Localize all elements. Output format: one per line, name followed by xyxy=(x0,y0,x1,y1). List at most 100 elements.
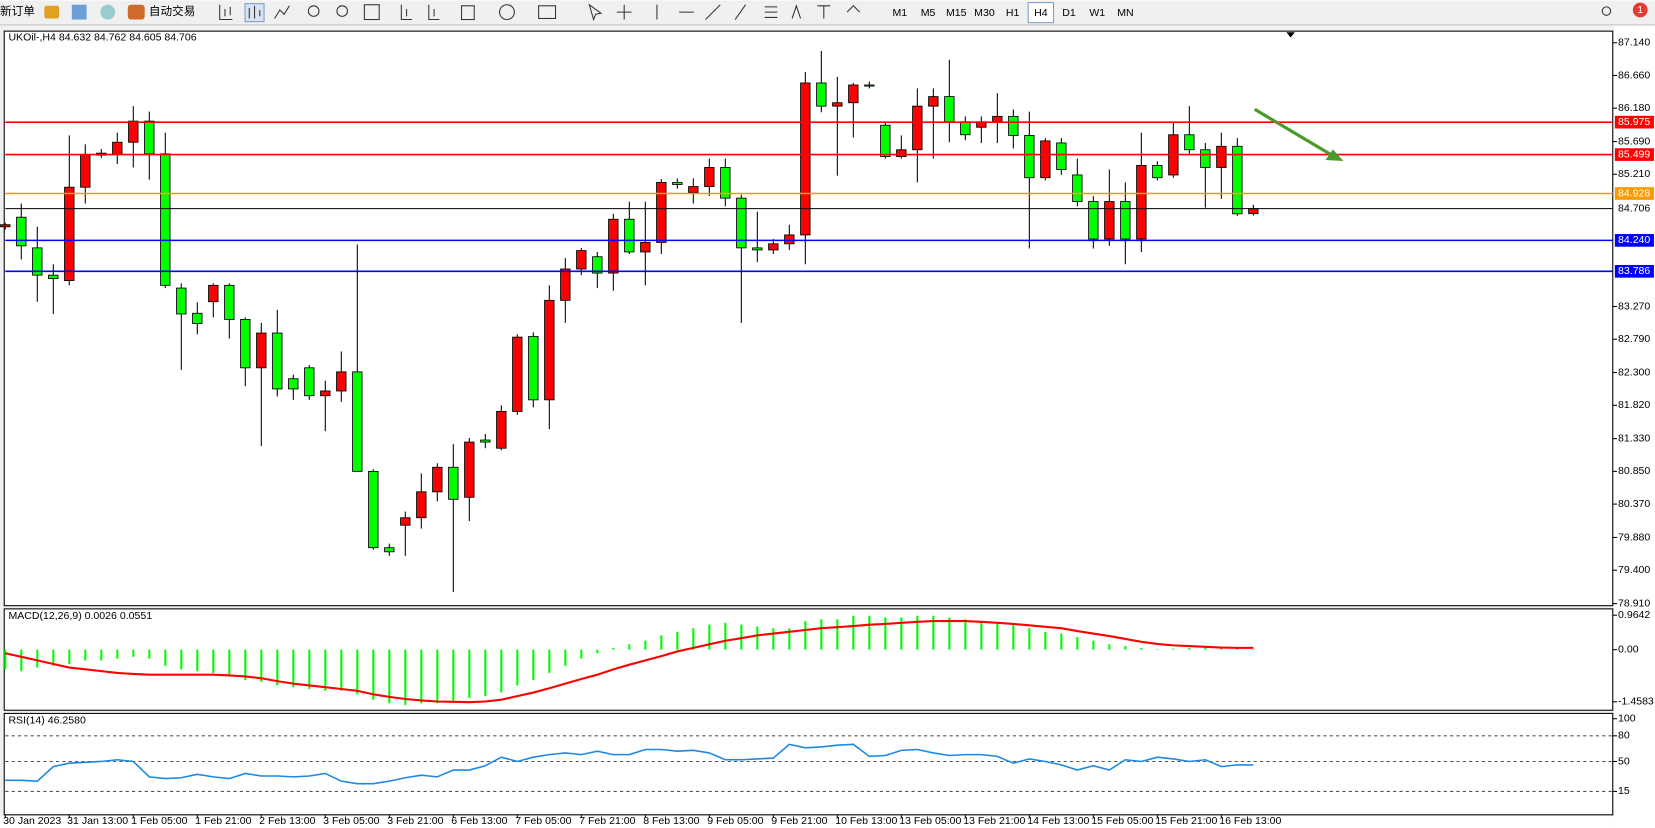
plot: 87.140 86.660 86.180 85.690 85.210 83.270 82.7… xyxy=(0,37,1654,827)
timeframe-button[interactable]: H4 xyxy=(1034,7,1048,19)
price-flag-label: 85.499 xyxy=(1618,148,1650,160)
icon[interactable] xyxy=(656,4,778,20)
candle-body xyxy=(896,149,907,157)
candle-body xyxy=(1056,142,1067,170)
icon[interactable] xyxy=(336,5,349,17)
price-flag xyxy=(1614,264,1654,278)
icon[interactable] xyxy=(71,4,87,20)
x-tick-label: 9 Feb 21:00 xyxy=(771,815,827,827)
icon[interactable] xyxy=(461,5,475,21)
icon[interactable] xyxy=(400,4,412,21)
price-flag-label: 84.706 xyxy=(1618,202,1650,214)
icon[interactable] xyxy=(1601,6,1612,16)
timeframes: M1 M5 M15 M30 H1 H4 D1 W1 MN xyxy=(893,2,1134,24)
y-tick-label: 86.180 xyxy=(1618,102,1650,114)
candle-body xyxy=(1008,115,1019,136)
arrow-head xyxy=(1325,149,1344,162)
candle-body xyxy=(32,247,43,276)
timeframe-button[interactable]: M1 xyxy=(893,7,908,19)
timeframe-button[interactable]: M30 xyxy=(974,7,995,19)
y-tick-label: 0.00 xyxy=(1618,643,1639,655)
new-order[interactable]: 新订单 xyxy=(0,4,35,18)
candle-body xyxy=(1184,134,1195,151)
shift-marker xyxy=(1286,32,1295,38)
y-tick-label: 87.140 xyxy=(1618,37,1650,49)
x-tick-label: 15 Feb 05:00 xyxy=(1091,815,1153,827)
candle-body xyxy=(992,115,1003,123)
chart-title: UKOil-,H4 84.632 84.762 84.605 84.706 xyxy=(8,31,196,43)
y-tick-label: 78.910 xyxy=(1618,597,1650,609)
icon[interactable] xyxy=(274,5,290,19)
timeframe-button[interactable]: M15 xyxy=(946,7,967,19)
candle-body xyxy=(400,517,411,526)
icon[interactable] xyxy=(538,5,557,19)
candle-body xyxy=(784,234,795,245)
candle-body xyxy=(384,547,395,553)
candle-body xyxy=(736,197,747,249)
y-tick-label: 82.790 xyxy=(1618,333,1650,345)
notification-badge[interactable] xyxy=(1632,2,1648,18)
candle-body xyxy=(704,167,715,187)
icon[interactable] xyxy=(791,4,861,19)
x-tick-label: 6 Feb 13:00 xyxy=(451,815,507,827)
candle-body xyxy=(1232,145,1243,215)
rsi-title: RSI(14) 46.2580 xyxy=(8,715,86,727)
candle-body xyxy=(864,84,875,87)
y-tick-label: 0.9642 xyxy=(1618,609,1650,621)
rsi-line xyxy=(5,743,1254,785)
macd-title: MACD(12,26,9) 0.0026 0.0551 xyxy=(8,610,152,622)
candle-body xyxy=(496,410,507,449)
x-tick-label: 13 Feb 21:00 xyxy=(963,815,1025,827)
x-tick-label: 13 Feb 05:00 xyxy=(899,815,961,827)
candle-body xyxy=(192,312,203,324)
icon[interactable] xyxy=(428,4,440,21)
candle-body xyxy=(960,121,971,136)
active-timeframe[interactable] xyxy=(1027,2,1055,24)
candle-body xyxy=(1152,164,1163,179)
icon[interactable] xyxy=(363,4,380,21)
notification-count[interactable]: 1 xyxy=(1637,4,1643,16)
timeframe-button[interactable]: H1 xyxy=(1006,7,1020,19)
timeframe-button[interactable]: MN xyxy=(1117,7,1133,19)
price-flag xyxy=(1614,234,1654,247)
candle-body xyxy=(80,154,91,188)
candle-body xyxy=(144,120,155,155)
candle-body xyxy=(848,84,859,104)
y-tick-label: 86.660 xyxy=(1618,69,1650,81)
candle-body xyxy=(560,268,571,301)
y-tick-label: 80 xyxy=(1618,730,1630,742)
arrow-annotation xyxy=(1253,107,1344,162)
timeframe-button[interactable]: D1 xyxy=(1062,7,1076,19)
toolbar: 新订单 自动交易 M1 M5 M15 M30 H1 H4 D1 W1 MN 1 xyxy=(0,0,1655,26)
y-tick-label: 85.690 xyxy=(1618,135,1650,147)
icon[interactable] xyxy=(44,5,60,19)
candle-body xyxy=(688,186,699,194)
x-tick-label: 1 Feb 21:00 xyxy=(195,815,251,827)
icon[interactable] xyxy=(499,4,515,21)
candle-body xyxy=(912,105,923,151)
candle-body xyxy=(1216,145,1227,168)
icon[interactable] xyxy=(219,4,233,21)
timeframe-button[interactable]: M5 xyxy=(921,7,936,19)
icon[interactable] xyxy=(127,4,145,20)
price-flag-label: 85.975 xyxy=(1618,116,1650,128)
candle-body xyxy=(48,274,59,279)
candle-body xyxy=(752,247,763,251)
candle-body xyxy=(112,141,123,155)
candle-body xyxy=(208,284,219,303)
timeframe-button[interactable]: W1 xyxy=(1089,7,1105,19)
arrow-shaft xyxy=(1253,107,1334,158)
rsi-pane xyxy=(3,712,1614,816)
icon[interactable] xyxy=(616,4,632,20)
candle-body xyxy=(16,216,27,247)
icon[interactable] xyxy=(588,3,603,22)
candle-body xyxy=(720,167,731,199)
icon[interactable] xyxy=(100,4,116,20)
auto-trading[interactable]: 自动交易 xyxy=(149,4,195,18)
candle-body xyxy=(1200,149,1211,168)
candle-body xyxy=(512,336,523,412)
tool-icons[interactable] xyxy=(219,3,1612,23)
x-tick-label: 7 Feb 05:00 xyxy=(515,815,571,827)
icon[interactable] xyxy=(307,5,320,17)
icon[interactable] xyxy=(248,5,261,19)
